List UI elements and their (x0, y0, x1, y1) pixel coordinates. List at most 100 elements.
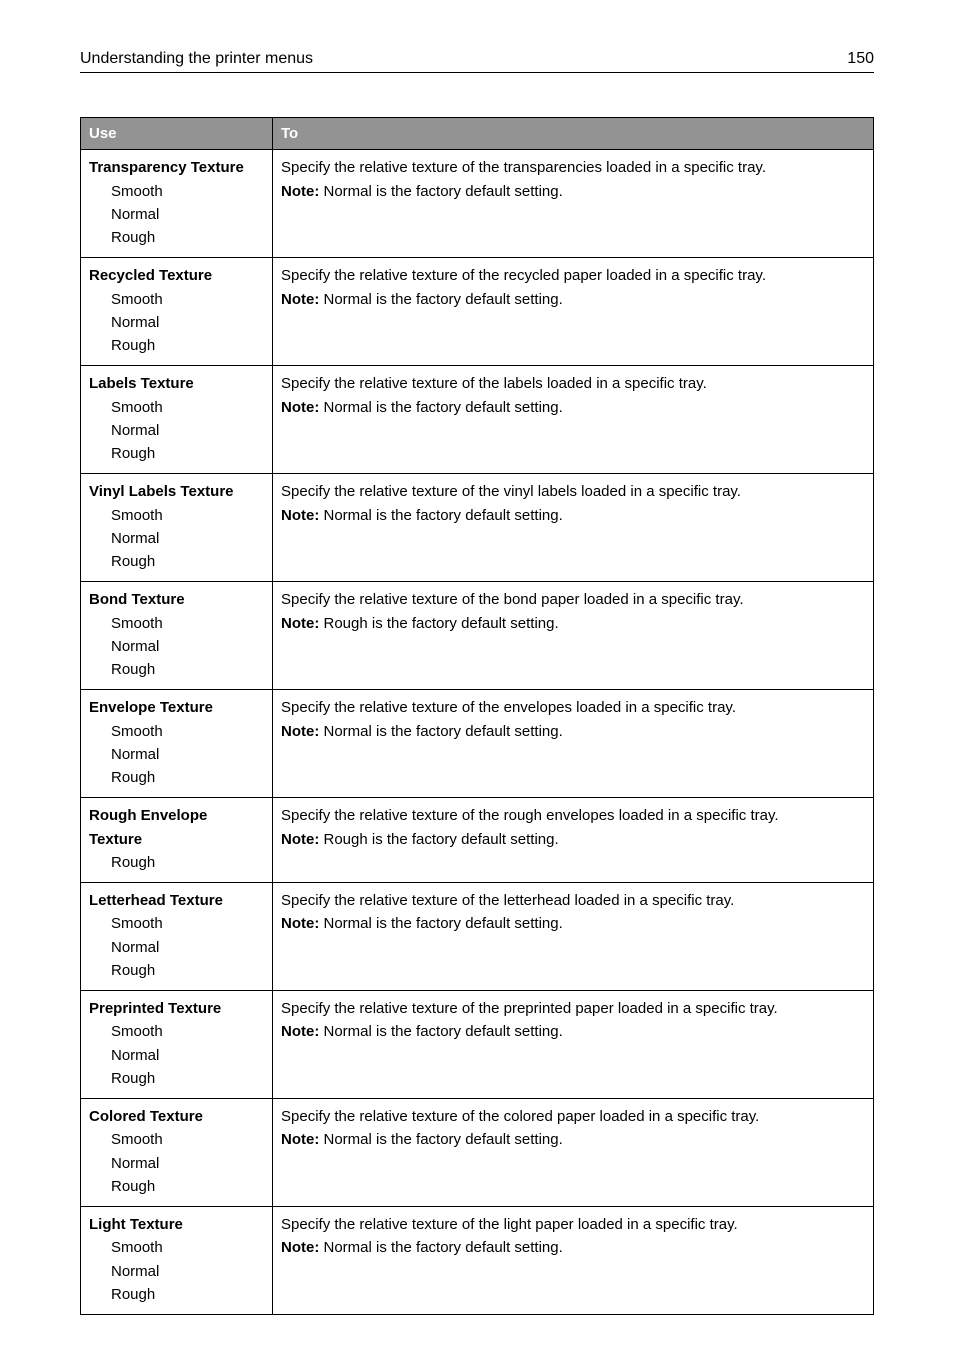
note-text: Normal is the factory default setting. (319, 291, 562, 308)
use-cell: Recycled TextureSmoothNormalRough (81, 258, 273, 366)
note-label: Note: (281, 183, 319, 200)
note-label: Note: (281, 291, 319, 308)
use-option: Normal (111, 1152, 264, 1175)
use-title: Bond Texture (89, 588, 264, 611)
page-header: Understanding the printer menus 150 (80, 50, 874, 73)
to-note: Note: Normal is the factory default sett… (281, 504, 865, 527)
to-cell: Specify the relative texture of the labe… (273, 366, 874, 474)
note-text: Normal is the factory default setting. (319, 1023, 562, 1040)
to-description: Specify the relative texture of the enve… (281, 696, 865, 719)
page-number: 150 (847, 50, 874, 68)
use-option: Rough (111, 658, 264, 681)
use-option: Smooth (111, 1236, 264, 1259)
note-text: Normal is the factory default setting. (319, 1131, 562, 1148)
use-title: Light Texture (89, 1213, 264, 1236)
table-row: Preprinted TextureSmoothNormalRoughSpeci… (81, 991, 874, 1099)
to-note: Note: Normal is the factory default sett… (281, 180, 865, 203)
note-text: Rough is the factory default setting. (319, 831, 558, 848)
use-option: Rough (111, 766, 264, 789)
to-cell: Specify the relative texture of the prep… (273, 991, 874, 1099)
note-text: Normal is the factory default setting. (319, 723, 562, 740)
col-header-use: Use (81, 118, 273, 150)
table-row: Recycled TextureSmoothNormalRough Specify… (81, 258, 874, 366)
to-note: Note: Normal is the factory default sett… (281, 912, 865, 935)
to-description: Specify the relative texture of the ligh… (281, 1213, 865, 1236)
to-cell: Specify the relative texture of the viny… (273, 474, 874, 582)
to-cell: Specify the relative texture of the roug… (273, 798, 874, 883)
to-description: Specify the relative texture of the labe… (281, 372, 865, 395)
note-label: Note: (281, 723, 319, 740)
use-option: Smooth (111, 720, 264, 743)
use-options: SmoothNormalRough (89, 720, 264, 790)
use-title: Rough Envelope Texture (89, 804, 264, 851)
use-option: Rough (111, 1283, 264, 1306)
header-title: Understanding the printer menus (80, 50, 313, 68)
use-cell: Labels TextureSmoothNormalRough (81, 366, 273, 474)
note-label: Note: (281, 1239, 319, 1256)
use-cell: Vinyl Labels TextureSmoothNormalRough (81, 474, 273, 582)
menu-table: Use To Transparency TextureSmoothNormalR… (80, 117, 874, 1315)
to-note: Note: Normal is the factory default sett… (281, 1236, 865, 1259)
use-option: Rough (111, 1175, 264, 1198)
use-options: Rough (89, 851, 264, 874)
to-description: Specify the relative texture of the viny… (281, 480, 865, 503)
note-label: Note: (281, 1131, 319, 1148)
use-option: Normal (111, 635, 264, 658)
to-description: Specify the relative texture of the colo… (281, 1105, 865, 1128)
to-description: Specify the relative texture of the prep… (281, 997, 865, 1020)
note-label: Note: (281, 399, 319, 416)
use-cell: Bond TextureSmoothNormalRough (81, 582, 273, 690)
note-label: Note: (281, 1023, 319, 1040)
use-option: Rough (111, 851, 264, 874)
note-text: Normal is the factory default setting. (319, 399, 562, 416)
col-header-to: To (273, 118, 874, 150)
use-option: Normal (111, 311, 264, 334)
use-cell: Colored TextureSmoothNormalRough (81, 1099, 273, 1207)
use-option: Smooth (111, 912, 264, 935)
to-cell: Specify the relative texture of the tran… (273, 150, 874, 258)
to-cell: Specify the relative texture of the bond… (273, 582, 874, 690)
table-row: Colored TextureSmoothNormalRough Specify … (81, 1099, 874, 1207)
table-row: Bond TextureSmoothNormalRough Specify the… (81, 582, 874, 690)
note-text: Normal is the factory default setting. (319, 1239, 562, 1256)
table-row: Labels TextureSmoothNormalRough Specify t… (81, 366, 874, 474)
table-row: Light TextureSmoothNormalRough Specify th… (81, 1207, 874, 1315)
use-options: SmoothNormalRough (89, 612, 264, 682)
to-cell: Specify the relative texture of the enve… (273, 690, 874, 798)
to-cell: Specify the relative texture of the recy… (273, 258, 874, 366)
to-cell: Specify the relative texture of the colo… (273, 1099, 874, 1207)
use-option: Rough (111, 959, 264, 982)
to-note: Note: Normal is the factory default sett… (281, 1020, 865, 1043)
use-options: SmoothNormalRough (89, 180, 264, 250)
to-description: Specify the relative texture of the tran… (281, 156, 865, 179)
use-title: Recycled Texture (89, 264, 264, 287)
table-row: Envelope TextureSmoothNormalRough Specify… (81, 690, 874, 798)
to-description: Specify the relative texture of the bond… (281, 588, 865, 611)
use-option: Smooth (111, 1128, 264, 1151)
table-row: Vinyl Labels TextureSmoothNormalRough Spe… (81, 474, 874, 582)
note-label: Note: (281, 915, 319, 932)
use-title: Colored Texture (89, 1105, 264, 1128)
use-option: Normal (111, 1044, 264, 1067)
to-description: Specify the relative texture of the recy… (281, 264, 865, 287)
use-options: SmoothNormalRough (89, 1020, 264, 1090)
to-note: Note: Rough is the factory default setti… (281, 612, 865, 635)
page: Understanding the printer menus 150 Use … (0, 0, 954, 1355)
use-options: SmoothNormalRough (89, 1128, 264, 1198)
use-cell: Light TextureSmoothNormalRough (81, 1207, 273, 1315)
use-cell: Envelope TextureSmoothNormalRough (81, 690, 273, 798)
use-options: SmoothNormalRough (89, 504, 264, 574)
to-cell: Specify the relative texture of the lett… (273, 883, 874, 991)
use-option: Rough (111, 1067, 264, 1090)
note-label: Note: (281, 615, 319, 632)
use-option: Smooth (111, 288, 264, 311)
use-option: Normal (111, 419, 264, 442)
to-note: Note: Normal is the factory default sett… (281, 720, 865, 743)
to-description: Specify the relative texture of the roug… (281, 804, 865, 827)
note-label: Note: (281, 507, 319, 524)
use-title: Letterhead Texture (89, 889, 264, 912)
use-option: Normal (111, 1260, 264, 1283)
use-cell: Transparency TextureSmoothNormalRough (81, 150, 273, 258)
use-options: SmoothNormalRough (89, 396, 264, 466)
use-title: Labels Texture (89, 372, 264, 395)
